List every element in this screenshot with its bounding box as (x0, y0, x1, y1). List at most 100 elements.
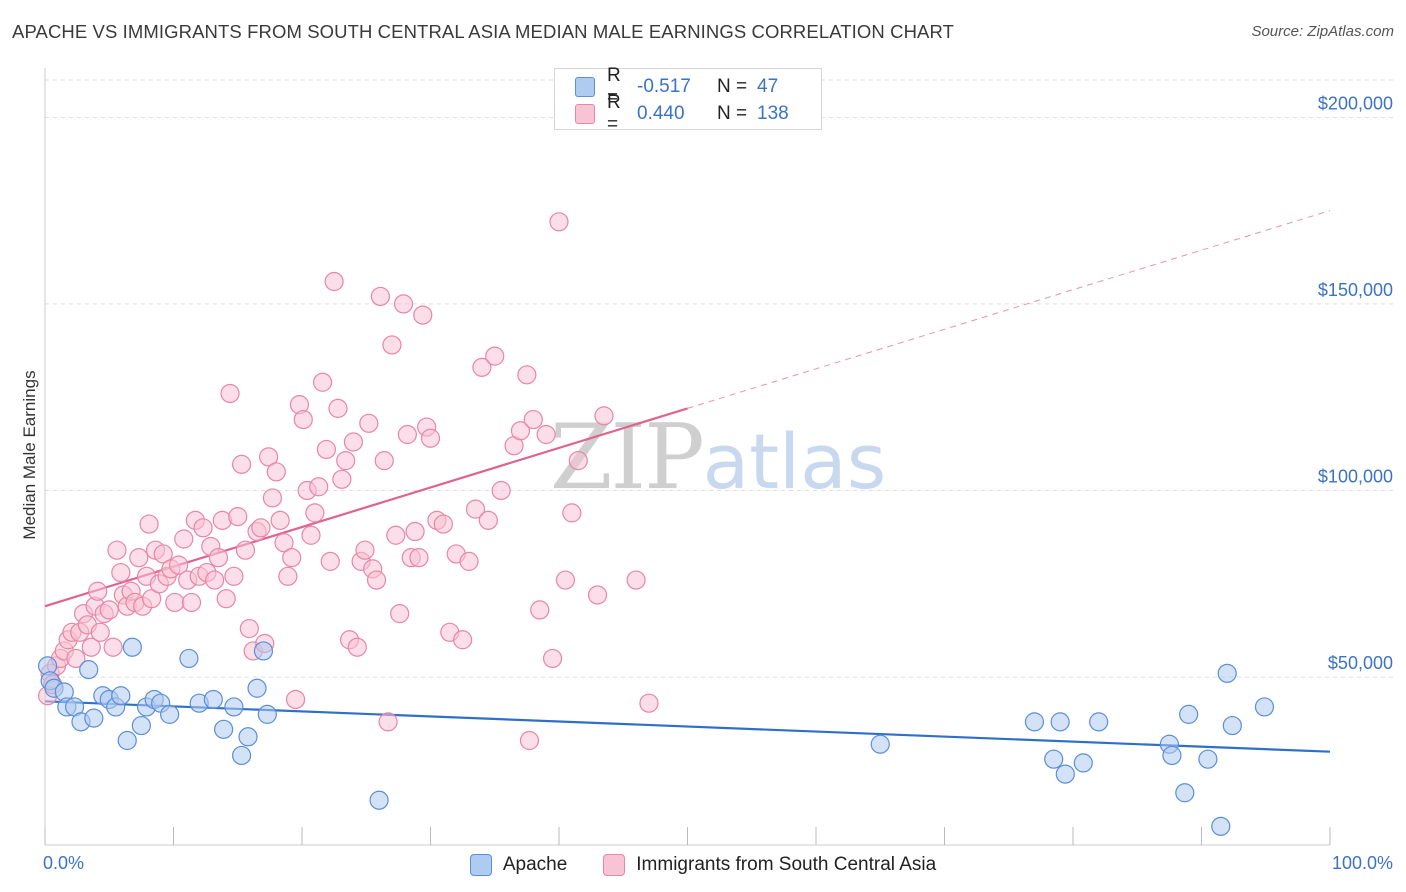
point-apache (131, 715, 151, 736)
point-apache (1254, 697, 1275, 717)
points-immigrants (37, 212, 659, 751)
point-imm (193, 518, 213, 538)
point-imm (390, 604, 410, 624)
point-imm (626, 570, 646, 590)
point-imm (208, 548, 229, 568)
stats-n-value: 138 (757, 103, 789, 124)
point-apache (122, 637, 142, 657)
point-imm (216, 589, 236, 609)
point-imm (111, 562, 131, 583)
point-imm (393, 294, 414, 314)
point-apache (1162, 745, 1182, 766)
point-imm (274, 533, 294, 553)
point-apache (111, 686, 131, 706)
point-imm (262, 488, 283, 508)
point-imm (587, 585, 608, 605)
stats-r-label: R = (607, 65, 621, 108)
point-imm (594, 406, 614, 426)
point-apache (1217, 663, 1237, 683)
legend-swatch-apache (469, 854, 492, 876)
point-apache (1222, 715, 1242, 736)
point-imm (88, 581, 108, 601)
point-imm (465, 499, 486, 519)
stats-swatch-apache (575, 77, 595, 97)
legend-item-immigrants[interactable]: Immigrants from South Central Asia (603, 854, 936, 876)
watermark-atlas: atlas (702, 417, 887, 506)
point-imm (478, 510, 498, 530)
point-imm (81, 637, 101, 657)
point-apache (160, 704, 180, 724)
point-imm (397, 424, 417, 445)
point-imm (278, 566, 298, 586)
stats-swatch-immigrants (575, 104, 595, 124)
point-imm (336, 451, 356, 471)
y-tick-label: $200,000 (1318, 93, 1393, 113)
point-apache (1211, 816, 1231, 836)
point-imm (370, 286, 390, 307)
x-tick-label: 0.0% (43, 853, 84, 873)
point-imm (312, 372, 333, 392)
stats-r-label: R = (607, 92, 621, 135)
grid-lines (45, 79, 1395, 678)
point-apache (1044, 749, 1064, 769)
correlation-stats-box: R = -0.517 N = 47 R = 0.440 N = 138 (554, 65, 822, 135)
legend-item-apache[interactable]: Apache (469, 854, 567, 876)
point-imm (359, 413, 379, 433)
point-imm (324, 271, 344, 292)
point-imm (413, 305, 433, 325)
y-tick-label: $100,000 (1318, 466, 1393, 486)
point-apache (1198, 749, 1218, 769)
point-apache (1073, 753, 1093, 773)
point-imm (491, 480, 511, 501)
point-imm (309, 477, 329, 497)
point-imm (433, 514, 453, 534)
point-imm (235, 540, 256, 560)
point-imm (530, 600, 550, 620)
point-apache (179, 648, 199, 669)
point-imm (258, 447, 279, 467)
point-apache (238, 727, 258, 747)
point-imm (485, 346, 505, 366)
point-imm (239, 618, 259, 639)
point-apache (1024, 712, 1045, 732)
y-tick-label: $150,000 (1318, 280, 1393, 300)
point-imm (224, 566, 244, 586)
point-imm (374, 451, 394, 471)
point-imm (366, 570, 387, 590)
points-apache (37, 637, 1275, 836)
point-imm (107, 540, 127, 560)
point-imm (409, 548, 429, 568)
tick-labels: $50,000 $100,000 $150,000 $200,000 0.0% 100.0… (43, 93, 1393, 873)
point-imm (174, 529, 194, 549)
point-imm (459, 551, 479, 571)
stats-n-value: 47 (757, 76, 779, 97)
point-imm (332, 469, 352, 489)
stats-n-label: N = (717, 103, 748, 124)
point-apache (117, 730, 137, 751)
point-imm (542, 648, 563, 669)
point-apache (257, 704, 277, 724)
point-imm (316, 439, 337, 460)
point-apache (79, 660, 99, 680)
source-credit: Source: ZipAtlas.com (1251, 23, 1394, 40)
trend-lines (44, 210, 1331, 753)
point-imm (139, 514, 159, 534)
point-imm (386, 525, 406, 545)
point-imm (382, 335, 402, 355)
point-imm (99, 600, 119, 620)
point-imm (639, 693, 659, 713)
point-imm (301, 525, 321, 545)
point-apache (224, 697, 244, 717)
point-imm (517, 365, 537, 385)
point-imm (169, 555, 189, 575)
point-apache (369, 790, 389, 810)
legend-label-immigrants: Immigrants from South Central Asia (636, 854, 937, 875)
stats-n-label: N = (717, 76, 748, 97)
point-imm (90, 622, 110, 642)
stats-r-value: 0.440 (637, 103, 685, 124)
stats-r-value: -0.517 (637, 76, 691, 97)
point-imm (266, 462, 286, 482)
point-imm (129, 548, 149, 568)
point-imm (453, 630, 473, 650)
point-apache (247, 678, 267, 698)
